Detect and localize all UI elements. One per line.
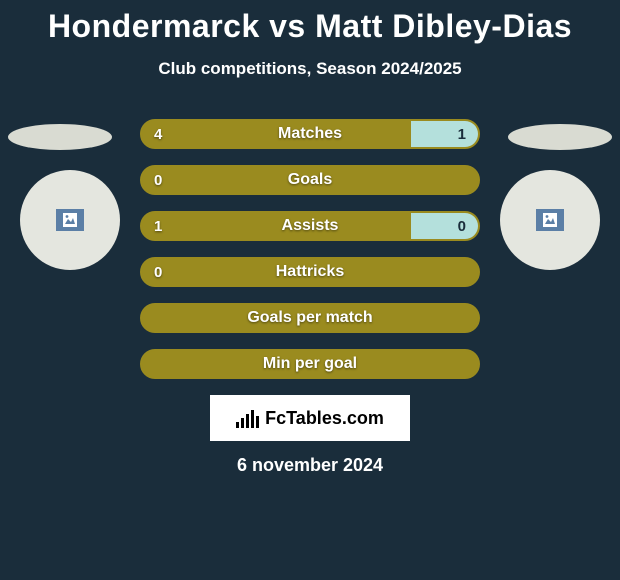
subtitle: Club competitions, Season 2024/2025 [0, 59, 620, 79]
player2-name: Matt Dibley-Dias [315, 8, 572, 44]
comparison-card: Hondermarck vs Matt Dibley-Dias Club com… [0, 0, 620, 580]
player1-name: Hondermarck [48, 8, 260, 44]
stat-bar-player2 [411, 121, 478, 147]
stat-row: Hattricks0 [140, 257, 480, 287]
stat-bar-player1 [142, 121, 411, 147]
logo-bars-icon [236, 408, 259, 428]
logo-text: FcTables.com [265, 408, 384, 429]
page-title: Hondermarck vs Matt Dibley-Dias [0, 0, 620, 45]
title-vs: vs [269, 8, 306, 44]
stat-bar-player2 [411, 213, 478, 239]
avatar-placeholder-icon [56, 209, 84, 231]
generated-date: 6 november 2024 [0, 455, 620, 476]
stat-row: Matches41 [140, 119, 480, 149]
stat-row: Goals0 [140, 165, 480, 195]
fctables-logo: FcTables.com [210, 395, 410, 441]
stat-bar-player1 [142, 305, 478, 331]
avatar-placeholder-icon [536, 209, 564, 231]
stat-row: Assists10 [140, 211, 480, 241]
stat-row: Min per goal [140, 349, 480, 379]
player1-avatar [20, 170, 120, 270]
stat-bar-player1 [142, 259, 478, 285]
stats-list: Matches41 Goals0 Assists10 Hattricks0 Goals … [140, 119, 480, 379]
player2-flag [508, 124, 612, 150]
stat-bar-player1 [142, 167, 478, 193]
stat-row: Goals per match [140, 303, 480, 333]
player2-avatar [500, 170, 600, 270]
stat-bar-player1 [142, 213, 411, 239]
stat-bar-player1 [142, 351, 478, 377]
player1-flag [8, 124, 112, 150]
